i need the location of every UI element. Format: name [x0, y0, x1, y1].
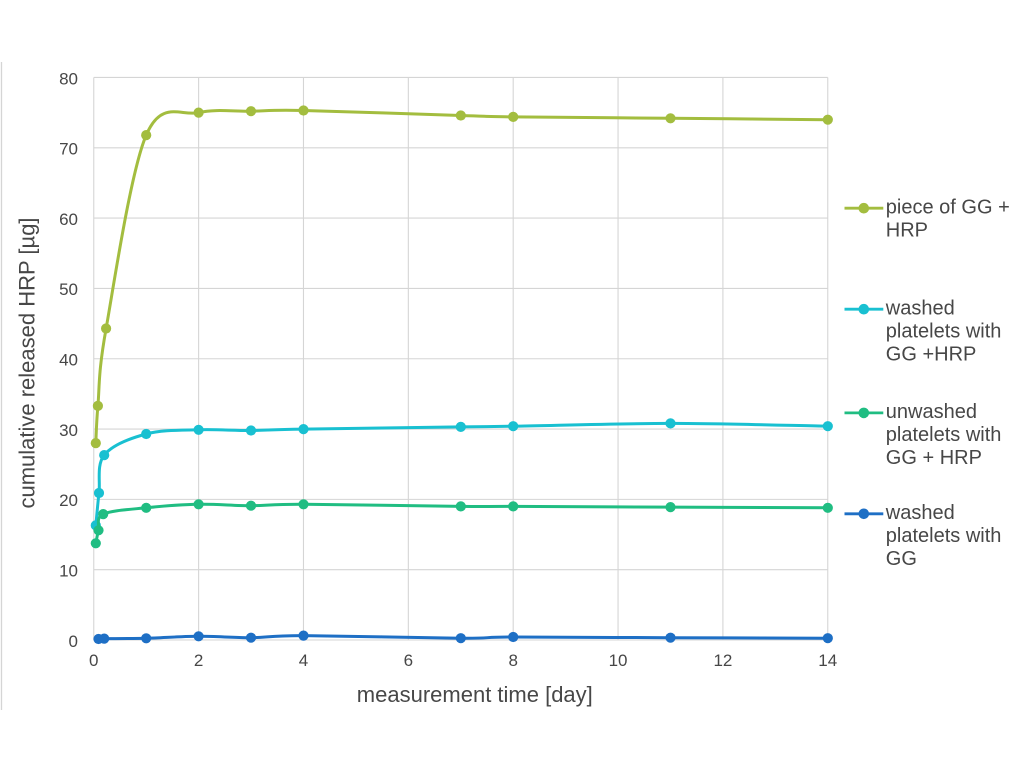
svg-text:30: 30 — [59, 421, 78, 440]
svg-text:cumulative released HRP [µg]: cumulative released HRP [µg] — [15, 217, 40, 508]
svg-text:2: 2 — [194, 651, 203, 670]
svg-text:12: 12 — [713, 651, 732, 670]
svg-text:measurement time [day]: measurement time [day] — [357, 682, 593, 707]
svg-text:40: 40 — [59, 351, 78, 370]
svg-text:14: 14 — [818, 651, 837, 670]
svg-text:70: 70 — [59, 140, 78, 159]
svg-text:washed: washed — [885, 502, 955, 524]
svg-text:10: 10 — [59, 561, 78, 580]
svg-text:4: 4 — [299, 651, 308, 670]
svg-text:0: 0 — [89, 651, 98, 670]
svg-text:80: 80 — [59, 69, 78, 88]
svg-text:platelets with: platelets with — [886, 525, 1002, 547]
svg-text:platelets with: platelets with — [886, 320, 1002, 342]
svg-text:HRP: HRP — [886, 219, 928, 241]
svg-text:unwashed: unwashed — [886, 401, 977, 423]
svg-text:8: 8 — [508, 651, 517, 670]
svg-text:6: 6 — [404, 651, 413, 670]
svg-text:washed: washed — [885, 297, 955, 319]
svg-text:0: 0 — [69, 632, 78, 651]
svg-text:piece of GG +: piece of GG + — [886, 196, 1010, 218]
svg-text:GG: GG — [886, 548, 917, 570]
svg-text:platelets with: platelets with — [886, 424, 1002, 446]
svg-text:50: 50 — [59, 280, 78, 299]
svg-text:20: 20 — [59, 491, 78, 510]
svg-text:GG +HRP: GG +HRP — [886, 343, 977, 365]
svg-text:GG + HRP: GG + HRP — [886, 447, 982, 469]
svg-text:60: 60 — [59, 210, 78, 229]
svg-text:10: 10 — [609, 651, 628, 670]
